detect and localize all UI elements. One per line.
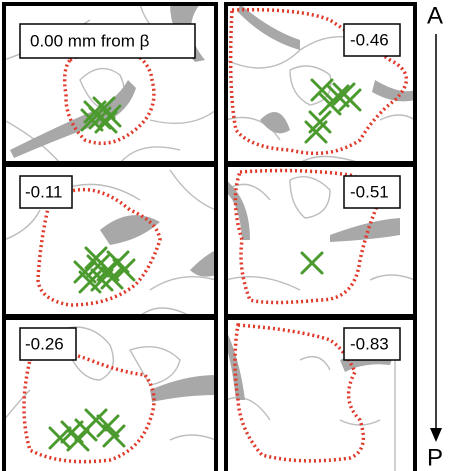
placement-mark [302, 253, 322, 273]
placement-mark [68, 430, 88, 450]
panel-label: -0.46 [350, 30, 389, 49]
panel-label: -0.26 [25, 334, 64, 353]
panel-label: -0.11 [25, 182, 63, 201]
panel-label: 0.00 mm from β [30, 31, 150, 50]
placement-mark [104, 426, 124, 446]
axis-top-label: A [427, 2, 443, 29]
axis-arrowhead [430, 428, 442, 442]
axis-bottom-label: P [427, 444, 443, 471]
figure: 0.00 mm from β -0.46 -0.11 -0.51 -0.26 -… [0, 0, 449, 471]
placement-mark [114, 260, 134, 280]
panel-label: -0.83 [350, 334, 389, 353]
panel-label: -0.51 [350, 182, 389, 201]
